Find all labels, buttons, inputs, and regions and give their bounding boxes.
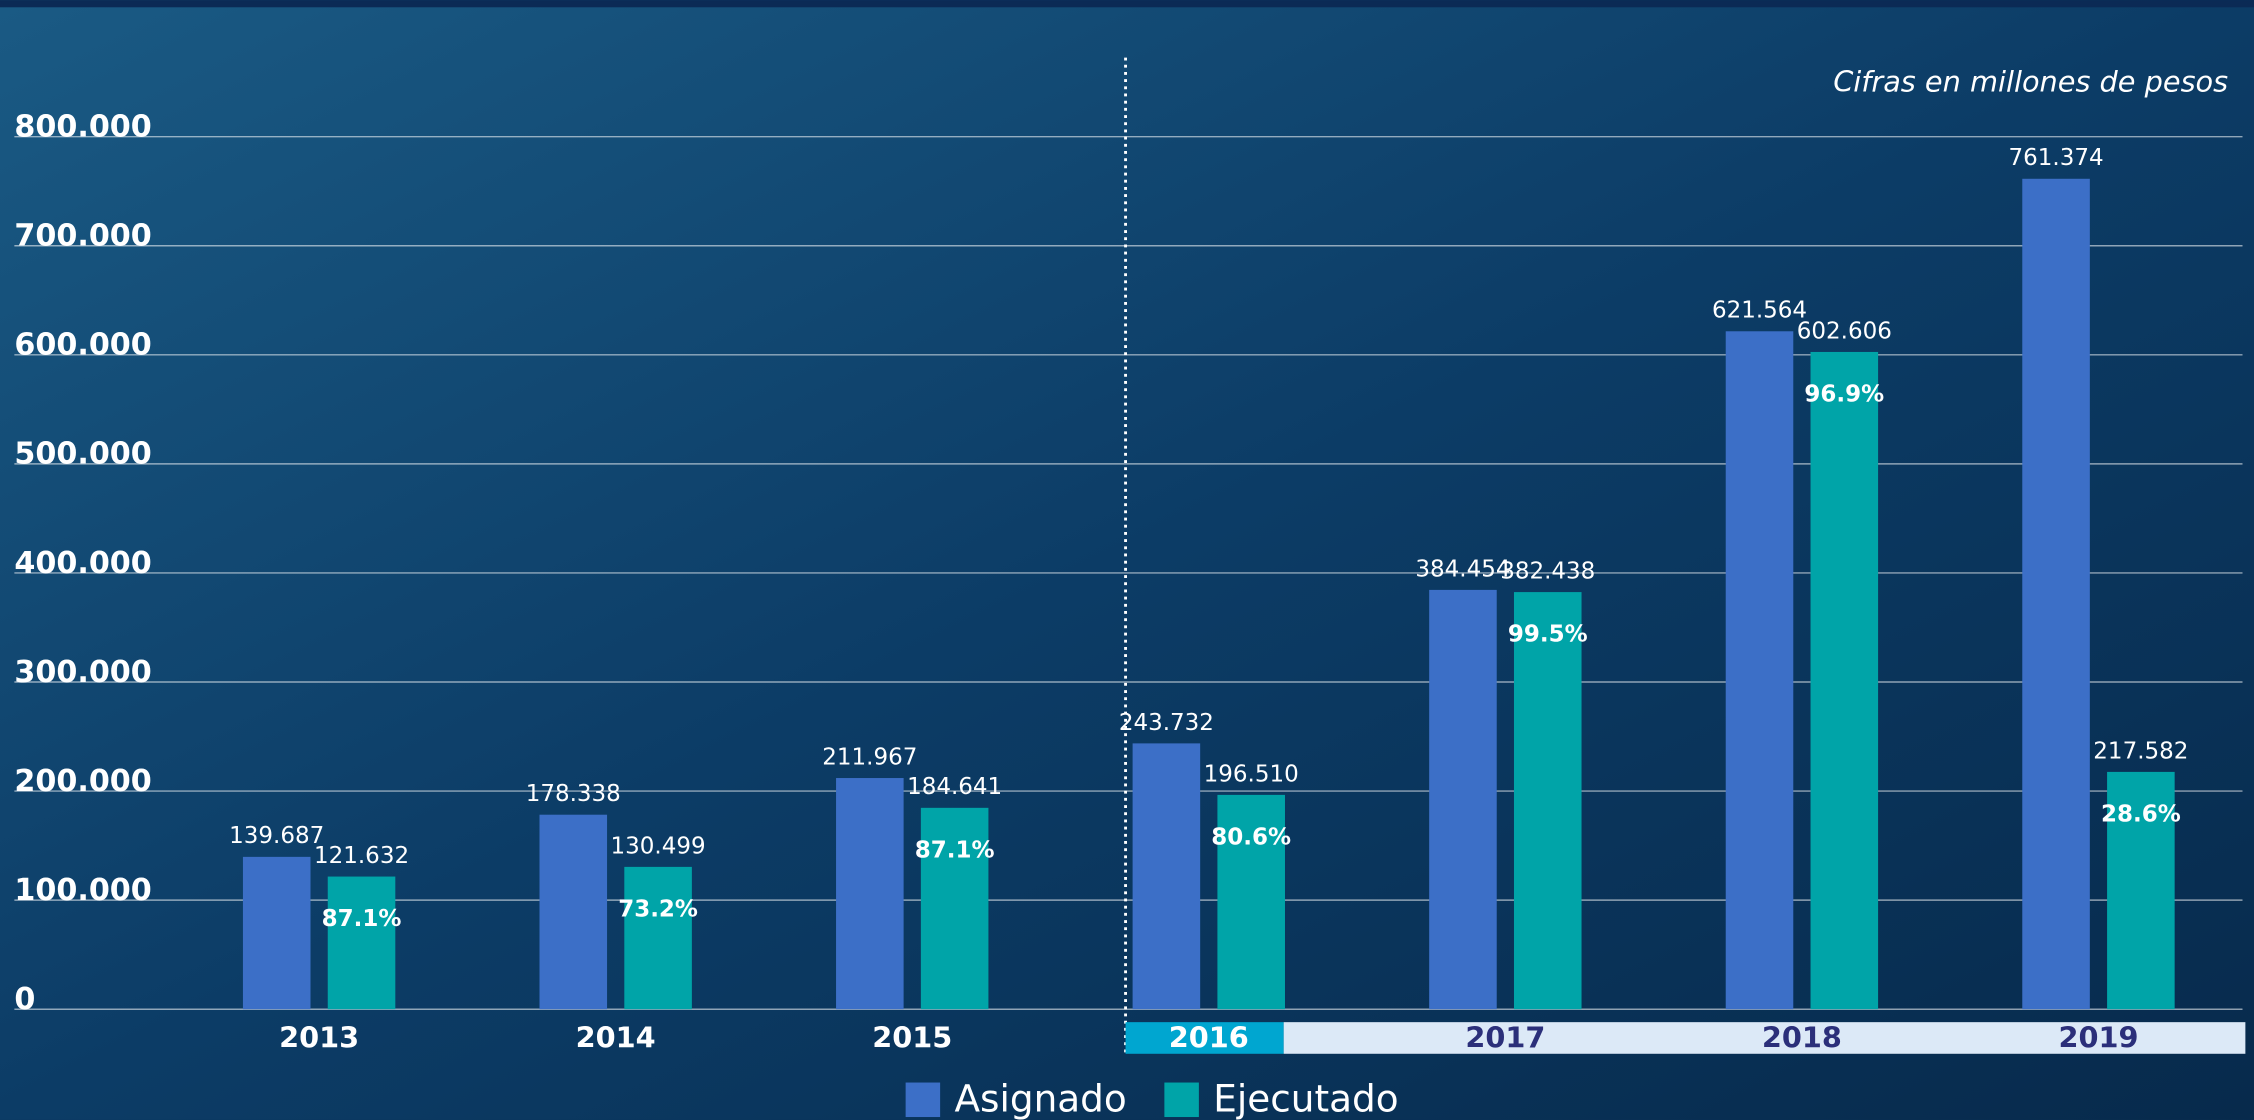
- x-tick-label: 2018: [1762, 1020, 1842, 1054]
- year-band: [1283, 1022, 2246, 1054]
- bar: [836, 778, 904, 1010]
- top-bar: [0, 0, 2254, 8]
- x-tick-label: 2019: [2058, 1020, 2138, 1054]
- x-tick-label: 2015: [872, 1020, 952, 1054]
- value-label: 382.438: [1500, 558, 1595, 584]
- y-tick-label: 100.000: [14, 873, 151, 908]
- value-label: 621.564: [1712, 298, 1807, 324]
- value-label: 139.687: [229, 823, 324, 849]
- y-tick-label: 600.000: [14, 328, 151, 363]
- rate-label: 80.6%: [1211, 825, 1291, 851]
- bar: [2022, 178, 2090, 1010]
- year-highlight: [1125, 1022, 1284, 1054]
- legend-swatch: [905, 1082, 941, 1118]
- value-label: 211.967: [822, 744, 917, 770]
- bar: [539, 814, 608, 1010]
- x-tick-label: 2013: [279, 1020, 359, 1054]
- legend-label: Asignado: [955, 1077, 1127, 1120]
- rate-label: 99.5%: [1508, 622, 1588, 648]
- y-tick-label: 700.000: [14, 219, 151, 254]
- legend-label: Ejecutado: [1213, 1077, 1398, 1120]
- rate-label: 87.1%: [322, 906, 402, 932]
- rate-label: 96.9%: [1804, 382, 1884, 408]
- bar: [1513, 592, 1582, 1010]
- bar: [1810, 351, 1879, 1010]
- rate-label: 73.2%: [618, 897, 698, 923]
- value-label: 243.732: [1119, 710, 1214, 736]
- x-tick-label: 2016: [1169, 1020, 1249, 1054]
- bar: [624, 866, 692, 1010]
- bar: [327, 876, 396, 1010]
- value-label: 384.454: [1415, 556, 1510, 582]
- value-label: 602.606: [1797, 318, 1892, 344]
- value-label: 130.499: [611, 833, 706, 859]
- bar: [242, 856, 311, 1010]
- bar: [1725, 331, 1794, 1010]
- bar: [920, 807, 989, 1010]
- value-label: 217.582: [2093, 738, 2188, 764]
- legend-swatch: [1164, 1082, 1199, 1118]
- value-label: 761.374: [2008, 145, 2103, 171]
- y-tick-label: 300.000: [14, 655, 151, 690]
- y-tick-label: 200.000: [14, 764, 151, 799]
- rate-label: 28.6%: [2101, 802, 2181, 828]
- bar: [2107, 771, 2175, 1010]
- value-label: 178.338: [526, 781, 621, 807]
- value-label: 121.632: [314, 843, 409, 869]
- y-tick-label: 800.000: [14, 110, 151, 145]
- value-label: 184.641: [907, 774, 1002, 800]
- y-tick-label: 0: [14, 982, 35, 1017]
- bar: [1217, 794, 1285, 1010]
- y-tick-label: 400.000: [14, 546, 151, 581]
- bar: [1429, 589, 1497, 1010]
- rate-label: 87.1%: [915, 837, 995, 863]
- x-tick-label: 2014: [576, 1020, 656, 1054]
- bar: [1132, 743, 1201, 1010]
- subtitle: Cifras en millones de pesos: [1833, 64, 2228, 98]
- x-tick-label: 2017: [1465, 1020, 1545, 1054]
- value-label: 196.510: [1204, 761, 1299, 787]
- y-tick-label: 500.000: [14, 437, 151, 472]
